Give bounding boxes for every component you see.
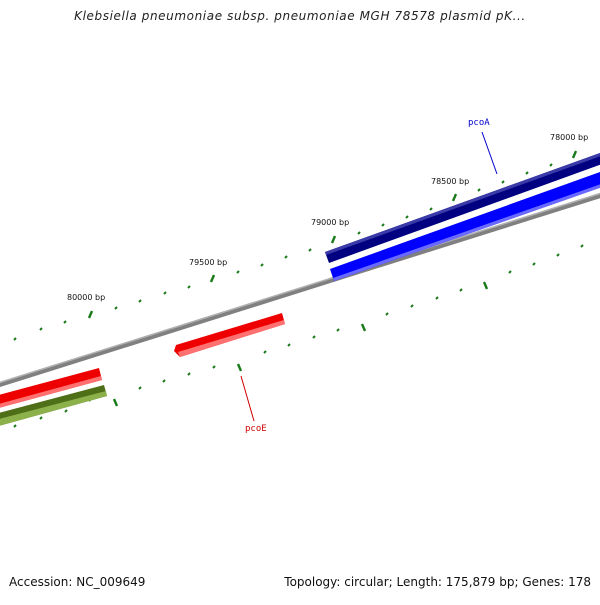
map-title: Klebsiella pneumoniae subsp. pneumoniae …	[74, 9, 526, 23]
feature-olive-left[interactable]	[0, 385, 107, 427]
scale-label-80000: 80000 bp	[67, 293, 105, 302]
summary-text: Topology: circular; Length: 175,879 bp; …	[284, 575, 591, 589]
pcoE-leader-line	[240, 375, 255, 422]
feature-red-left[interactable]	[0, 368, 102, 409]
inner-tick-ring	[13, 244, 584, 428]
accession-text: Accession: NC_009649	[9, 575, 146, 589]
pcoA-leader-line	[481, 131, 498, 175]
gene-label-pcoA[interactable]: pcoA	[468, 118, 490, 128]
scale-label-79500: 79500 bp	[189, 258, 227, 267]
feature-forward-dark-blue[interactable]	[325, 153, 600, 263]
gene-label-pcoE[interactable]: pcoE	[245, 424, 267, 434]
feature-blue[interactable]	[330, 172, 600, 281]
backbone-arc-highlight	[0, 192, 600, 384]
scale-label-78500: 78500 bp	[431, 177, 469, 186]
outer-tick-ring	[13, 150, 578, 341]
feature-pcoE[interactable]	[174, 313, 285, 357]
scale-label-79000: 79000 bp	[311, 218, 349, 227]
scale-label-78000: 78000 bp	[550, 133, 588, 142]
backbone-arc	[0, 192, 600, 388]
